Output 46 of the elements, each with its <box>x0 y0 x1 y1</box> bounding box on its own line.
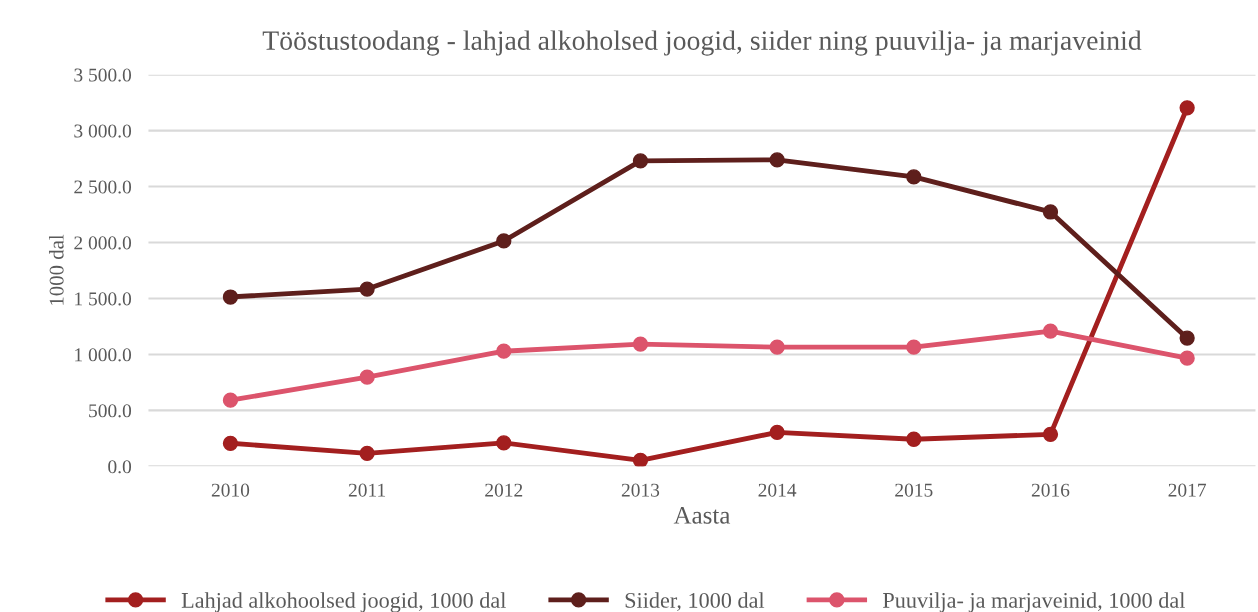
point <box>632 336 649 352</box>
legend-label: Lahjad alkohoolsed joogid, 1000 dal <box>181 592 506 612</box>
chart-title: Tööstustoodang - lahjad alkoholsed joogid, siider ning puuvilja- ja marjaveinid <box>262 30 1142 56</box>
point <box>1179 330 1195 346</box>
point <box>906 431 922 447</box>
x-tick-label: 2011 <box>348 483 386 497</box>
point <box>632 153 649 169</box>
point <box>906 339 922 355</box>
y-tick-label: 3 000.0 <box>74 124 132 138</box>
point <box>359 445 375 462</box>
point <box>496 233 512 249</box>
point <box>906 169 922 185</box>
point <box>632 452 649 467</box>
point <box>359 369 375 385</box>
point <box>1179 350 1195 366</box>
x-tick-label: 2014 <box>758 483 797 497</box>
y-tick-label: 1 000.0 <box>75 348 132 362</box>
x-tick-label: 2010 <box>211 483 250 497</box>
y-tick-label: 3 500.0 <box>74 68 132 82</box>
x-tick-label: 2017 <box>1168 483 1207 497</box>
point <box>1179 100 1195 116</box>
y-tick-label: 0.0 <box>108 460 132 474</box>
y-tick-label: 2 500.0 <box>74 180 132 194</box>
y-tick-label: 1 500.0 <box>75 292 132 306</box>
legend-label: Siider, 1000 dal <box>625 592 765 612</box>
point <box>769 339 785 355</box>
x-tick-label: 2015 <box>895 483 933 497</box>
legend-label: Puuvilja- ja marjaveinid, 1000 dal <box>883 592 1185 612</box>
point <box>496 435 512 451</box>
point <box>222 435 239 451</box>
x-tick-label: 2013 <box>621 483 660 497</box>
x-axis-title: Aasta <box>673 507 731 524</box>
point <box>222 392 239 408</box>
point <box>1042 323 1059 339</box>
x-tick-label: 2012 <box>485 483 523 497</box>
y-tick-label: 2 000.0 <box>74 236 132 250</box>
y-axis-title: 1000 dal <box>49 234 64 305</box>
point <box>222 289 239 305</box>
point <box>769 424 785 440</box>
point <box>1042 426 1059 442</box>
point <box>1042 204 1059 220</box>
point <box>359 281 375 297</box>
point <box>496 343 512 359</box>
y-tick-label: 500.0 <box>89 404 132 418</box>
point <box>769 152 785 168</box>
x-tick-label: 2016 <box>1031 483 1070 497</box>
